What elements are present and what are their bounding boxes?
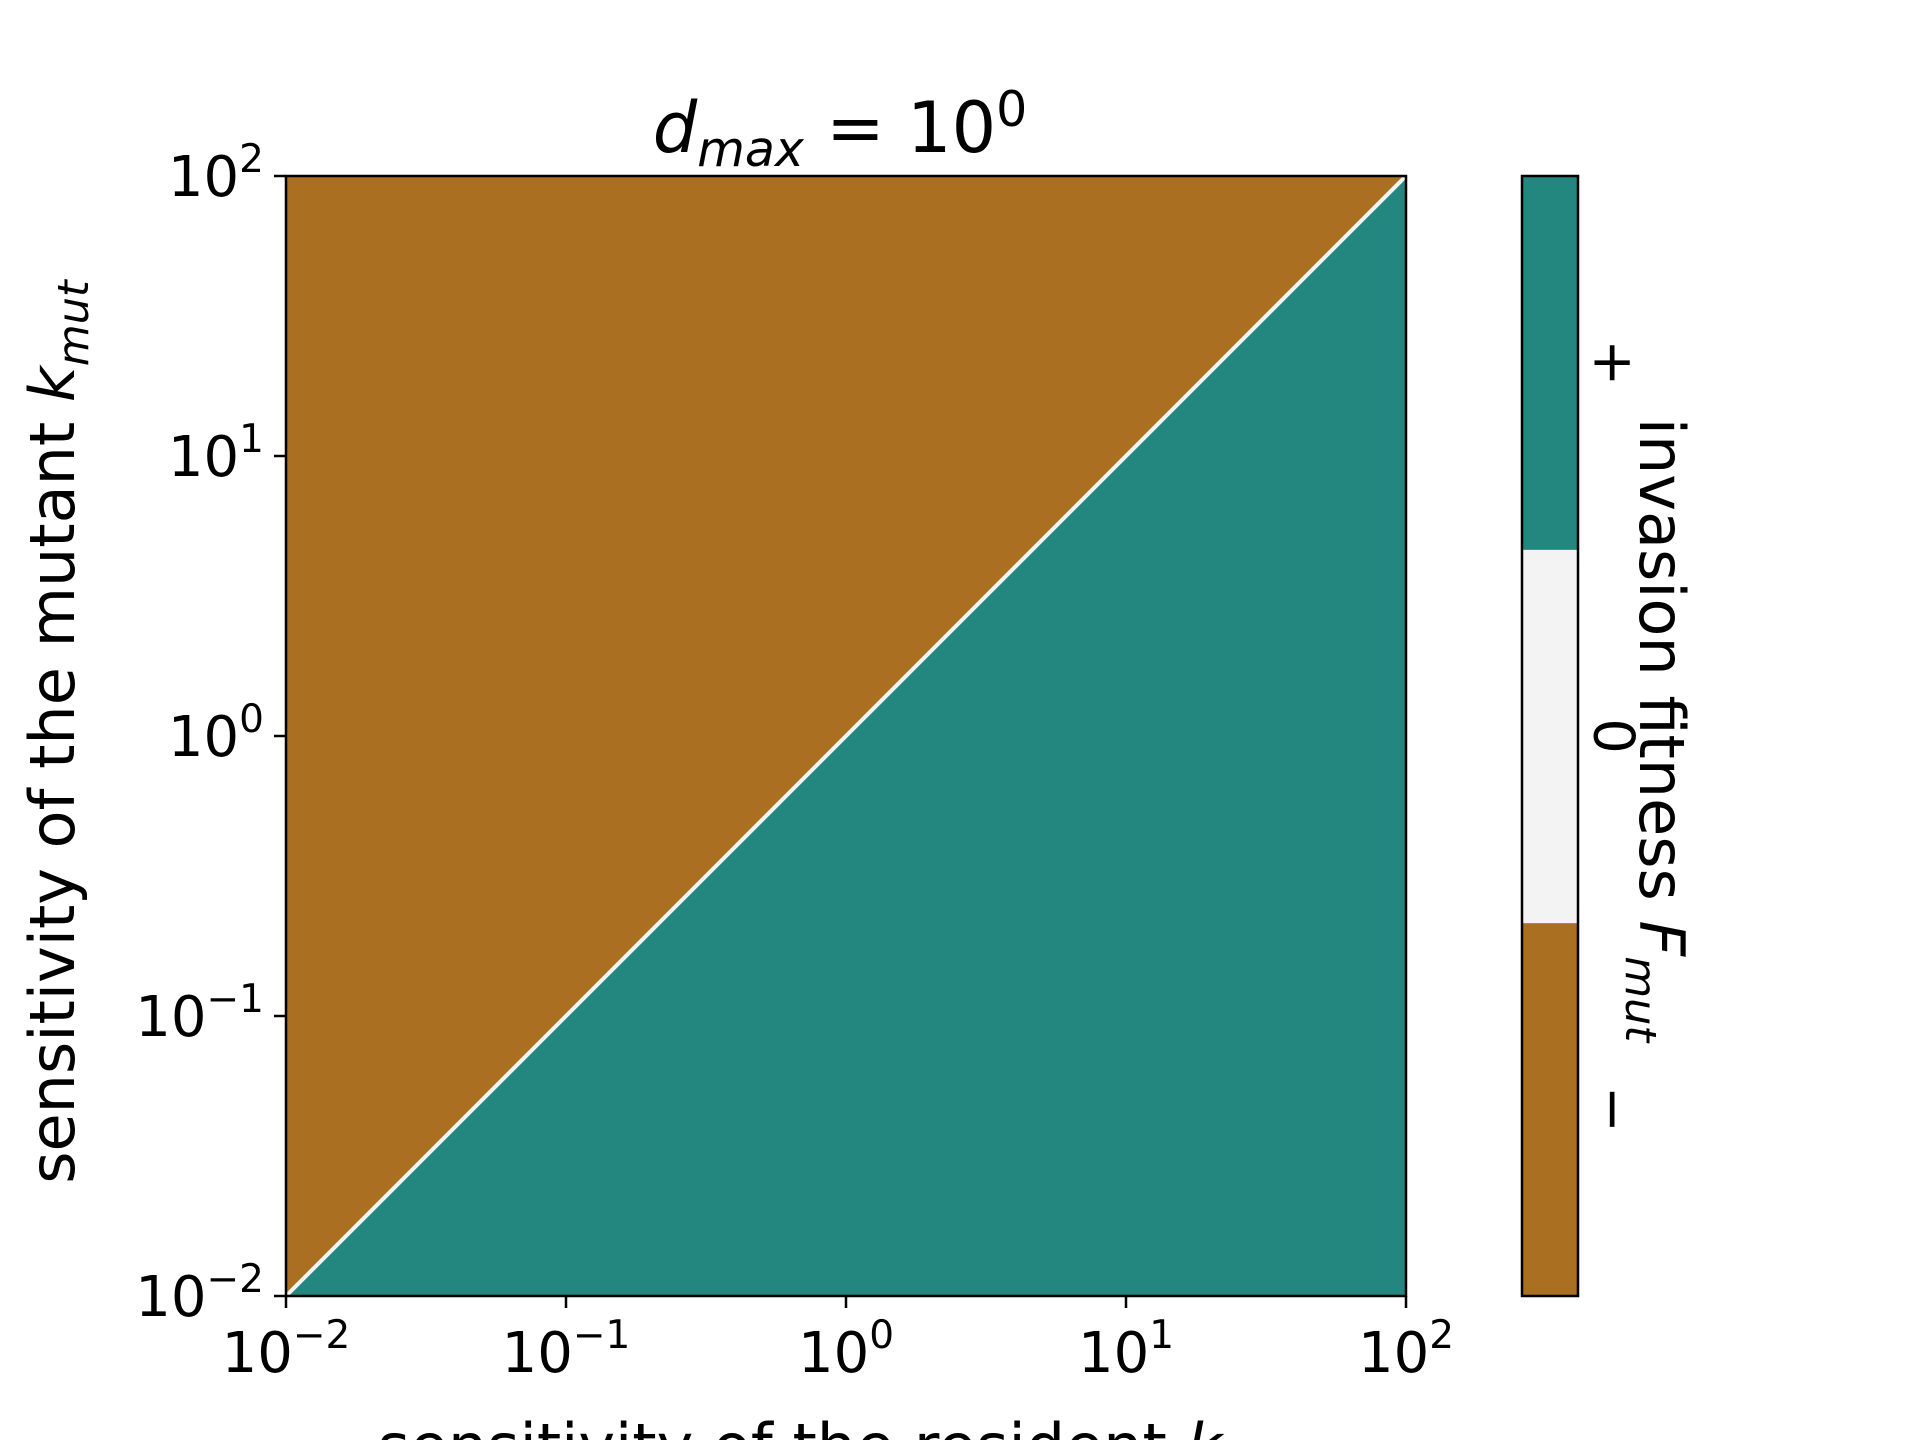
y-tick-label: 10−1 — [135, 977, 264, 1050]
y-axis-label-subscript: mut — [49, 278, 99, 366]
title-base: d — [653, 87, 698, 169]
colorbar-neutral-band — [1522, 549, 1578, 924]
x-axis-label-symbol: k — [1187, 1410, 1225, 1440]
x-axis-label-text: sensitivity of the resident — [378, 1410, 1187, 1440]
colorbar-frame — [1520, 174, 1580, 1298]
neutral-boundary-line — [284, 174, 1408, 1298]
colorbar-label-symbol: F — [1625, 921, 1698, 958]
y-tick-label: 101 — [168, 417, 264, 490]
x-axis-label: sensitivity of the resident k — [378, 1410, 1225, 1440]
x-tick-label: 10−1 — [502, 1313, 631, 1386]
colorbar-tick-minus: − — [1580, 1086, 1645, 1133]
colorbar-label-subscript: mut — [1615, 956, 1665, 1044]
colorbar-label: invasion fitness Fmut — [1615, 418, 1698, 1045]
y-tick-label: 10−2 — [135, 1257, 264, 1330]
title-relation: = 10 — [804, 87, 996, 169]
title-subscript: max — [697, 121, 805, 178]
x-tick-label: 100 — [798, 1313, 894, 1386]
colorbar-positive-band — [1522, 176, 1578, 550]
colorbar: + 0 − invasion fitness Fmut — [1520, 174, 1698, 1298]
y-tick-label: 100 — [168, 697, 264, 770]
chart-title: dmax = 100 — [653, 81, 1028, 178]
x-tick-label: 101 — [1078, 1313, 1174, 1386]
plot-area — [284, 174, 1408, 1298]
colorbar-tick-zero: 0 — [1580, 718, 1645, 754]
y-axis-ticks: 10−2 10−1 100 101 102 — [135, 137, 286, 1330]
y-axis-label: sensitivity of the mutant kmut — [16, 278, 99, 1184]
title-exponent: 0 — [996, 81, 1027, 138]
y-tick-label: 102 — [168, 137, 264, 210]
colorbar-label-text: invasion fitness — [1625, 418, 1698, 921]
colorbar-negative-band — [1522, 922, 1578, 1297]
x-axis-ticks: 10−2 10−1 100 101 102 — [222, 1296, 1454, 1386]
colorbar-tick-plus: + — [1580, 339, 1645, 386]
x-tick-label: 10−2 — [222, 1313, 351, 1386]
y-axis-label-text: sensitivity of the mutant — [16, 402, 89, 1184]
x-tick-label: 102 — [1358, 1313, 1454, 1386]
y-axis-label-symbol: k — [16, 364, 89, 402]
